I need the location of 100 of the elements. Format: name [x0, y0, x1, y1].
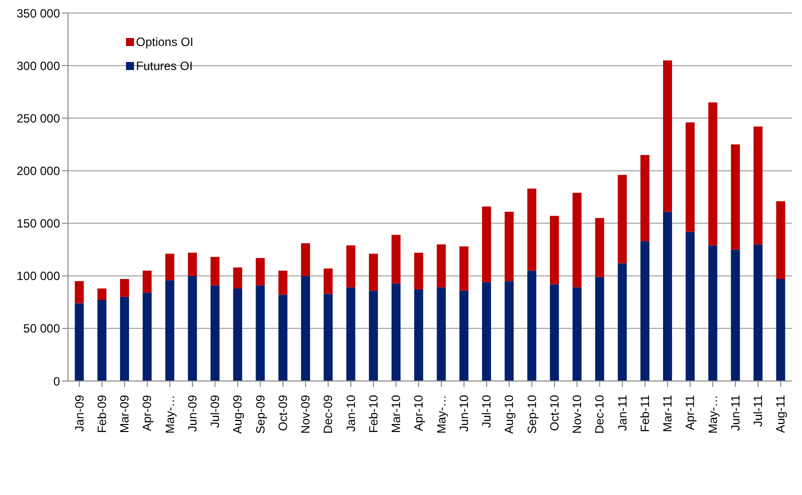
bar — [572, 192, 582, 288]
bar — [142, 270, 152, 293]
bar — [414, 252, 424, 290]
x-tick-label: Feb-09 — [94, 394, 109, 434]
bar — [256, 285, 265, 381]
bar — [572, 287, 582, 381]
bar — [392, 234, 401, 284]
x-tick-label: Jan-10 — [344, 394, 358, 432]
bar — [686, 232, 695, 381]
x-tick-label: Nov-09 — [298, 394, 313, 434]
bar — [278, 270, 288, 295]
x-tick-label: Apr-11 — [683, 394, 698, 430]
x-tick-label: Nov-10 — [570, 394, 584, 434]
bar — [142, 292, 152, 381]
x-tick-label: May-… — [706, 395, 720, 434]
bar — [256, 258, 265, 286]
bar — [233, 267, 242, 288]
bar — [392, 283, 401, 381]
bar — [640, 154, 650, 242]
x-tick-label: Mar-11 — [660, 394, 675, 432]
bar — [663, 60, 672, 212]
legend-label: Futures OI — [136, 59, 193, 73]
legend-label: Options OI — [136, 35, 194, 49]
y-tick-label: 0 — [53, 374, 60, 388]
bar — [550, 216, 559, 284]
bar — [708, 245, 718, 381]
x-tick-label: Apr-10 — [412, 394, 426, 432]
x-tick-label: Feb-10 — [366, 394, 380, 434]
bar — [346, 287, 356, 381]
x-tick-label: Aug-11 — [774, 394, 788, 433]
x-tick-label: Sep-10 — [524, 394, 539, 434]
bar — [368, 290, 378, 381]
bar — [708, 102, 718, 246]
bar — [436, 244, 446, 288]
y-tick-label: 250 000 — [16, 111, 60, 126]
bar — [504, 281, 514, 381]
x-tick-label: Jan-11 — [615, 394, 630, 431]
bar — [640, 241, 650, 381]
bar — [74, 281, 84, 304]
bar — [595, 218, 604, 277]
x-tick-label: Feb-11 — [638, 394, 652, 432]
x-tick-label: Aug-10 — [502, 394, 516, 434]
x-tick-label: Mar-10 — [389, 394, 404, 434]
bar — [97, 300, 106, 381]
x-tick-label: Sep-09 — [253, 394, 268, 434]
bar — [754, 126, 763, 244]
x-tick-label: Oct-09 — [276, 394, 290, 432]
bar — [120, 279, 130, 297]
bar — [595, 276, 604, 381]
x-tick-label: Jul-09 — [208, 394, 222, 428]
bar — [618, 174, 627, 264]
x-tick-label: Jun-10 — [456, 394, 471, 432]
x-tick-label: Jul-10 — [480, 394, 494, 428]
bar — [120, 296, 130, 381]
x-tick-label: Mar-09 — [118, 394, 132, 434]
bar — [324, 268, 333, 294]
bar — [482, 206, 492, 282]
bar — [301, 243, 310, 276]
bar — [459, 246, 468, 291]
bar — [188, 252, 197, 276]
x-tick-label: Jun-11 — [728, 394, 742, 431]
bar — [482, 282, 492, 381]
bar — [730, 144, 740, 250]
y-tick-label: 350 000 — [16, 6, 60, 20]
bar — [504, 212, 514, 282]
bar — [754, 244, 763, 381]
bar — [368, 254, 378, 291]
bar — [436, 287, 446, 381]
x-tick-label: Dec-09 — [321, 394, 336, 434]
y-tick-label: 150 000 — [16, 216, 60, 231]
x-tick-label: May-… — [434, 395, 448, 434]
y-tick-label: 100 000 — [16, 269, 60, 284]
bar — [730, 250, 740, 381]
bar — [527, 188, 536, 271]
bar — [165, 254, 174, 280]
x-tick-label: Jan-09 — [72, 394, 86, 432]
y-tick-label: 300 000 — [16, 58, 60, 73]
x-tick-label: Jul-11 — [751, 394, 766, 427]
x-tick-label: May-… — [162, 395, 177, 434]
bar — [346, 245, 356, 288]
x-tick-label: Jun-09 — [185, 394, 200, 432]
bar — [414, 290, 424, 381]
bar — [776, 279, 786, 381]
bar — [550, 284, 559, 381]
x-tick-label: Apr-09 — [140, 394, 154, 432]
bar — [165, 280, 174, 381]
bar — [97, 288, 106, 300]
bar — [686, 122, 695, 232]
bar — [188, 276, 197, 381]
bar — [618, 263, 627, 381]
bar — [459, 290, 468, 381]
bar — [301, 276, 310, 381]
y-tick-label: 50 000 — [23, 322, 60, 336]
x-tick-label: Dec-10 — [592, 394, 607, 434]
bar — [74, 303, 84, 381]
bar — [233, 288, 242, 381]
bar — [324, 294, 333, 381]
bar — [210, 256, 220, 286]
y-tick-label: 200 000 — [16, 164, 60, 178]
bar — [278, 294, 288, 381]
